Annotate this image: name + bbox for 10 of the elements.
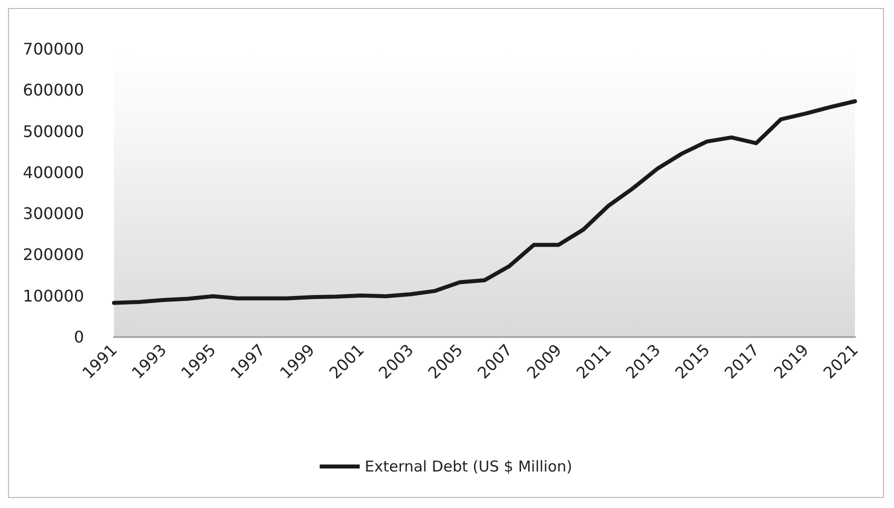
y-tick-label: 100000 <box>22 286 84 306</box>
y-tick-label: 600000 <box>22 80 84 100</box>
y-tick-label: 0 <box>74 328 84 346</box>
y-tick-label: 300000 <box>22 204 84 224</box>
legend-label: External Debt (US $ Million) <box>364 458 572 476</box>
y-tick-label: 500000 <box>22 122 84 141</box>
y-tick-label: 700000 <box>22 40 84 58</box>
y-tick-label: 400000 <box>22 162 84 182</box>
y-tick-label: 200000 <box>22 245 84 264</box>
line-series <box>112 99 857 305</box>
